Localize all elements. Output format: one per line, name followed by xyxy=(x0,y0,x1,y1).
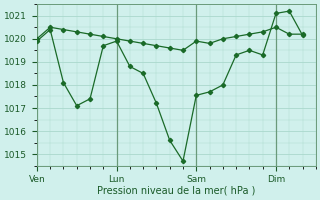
X-axis label: Pression niveau de la mer( hPa ): Pression niveau de la mer( hPa ) xyxy=(97,186,256,196)
